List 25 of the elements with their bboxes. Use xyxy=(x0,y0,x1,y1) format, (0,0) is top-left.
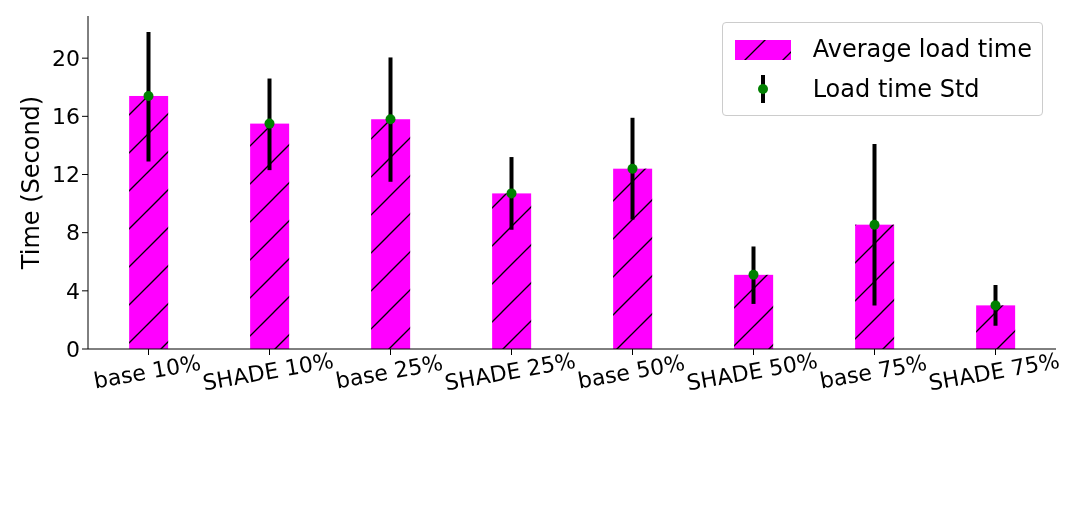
x-tick-label: SHADE 25% xyxy=(442,347,578,396)
x-tick-label: base 75% xyxy=(817,349,929,394)
y-tick-label: 20 xyxy=(52,45,80,71)
point xyxy=(264,118,275,129)
point xyxy=(143,90,154,101)
y-tick-label: 8 xyxy=(66,220,80,246)
y-tick-label: 0 xyxy=(66,336,80,362)
point xyxy=(627,163,638,174)
y-tick-label: 12 xyxy=(52,162,80,188)
x-tick-label: base 50% xyxy=(575,349,687,394)
x-tick-label: base 10% xyxy=(91,349,203,394)
x-tick-label: base 25% xyxy=(333,349,445,394)
y-axis-title: Time (Second) xyxy=(16,95,45,271)
x-tick-label: SHADE 10% xyxy=(200,347,336,396)
legend-label: Average load time xyxy=(812,35,1032,63)
legend-label: Load time Std xyxy=(812,75,980,103)
point xyxy=(990,300,1001,311)
y-tick-label: 16 xyxy=(52,104,80,130)
x-tick-label: SHADE 75% xyxy=(926,347,1062,396)
point xyxy=(385,114,396,125)
point xyxy=(506,188,517,199)
point xyxy=(869,219,880,230)
y-tick-label: 4 xyxy=(66,278,80,304)
x-tick-label: SHADE 50% xyxy=(684,347,820,396)
point xyxy=(748,269,759,280)
